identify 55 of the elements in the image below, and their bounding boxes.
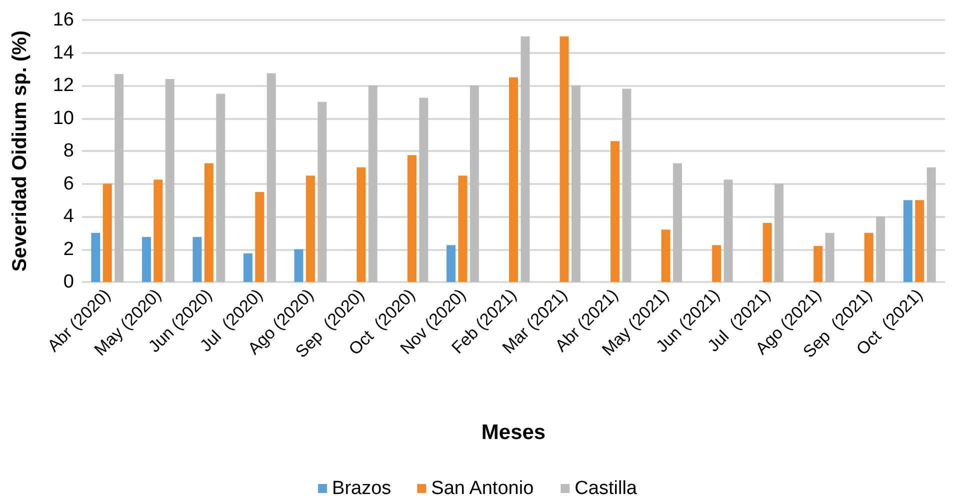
bar [774, 184, 784, 282]
bar [915, 200, 924, 282]
y-tick-label: 6 [63, 173, 74, 194]
bar [926, 167, 936, 282]
bar [407, 155, 416, 282]
bar [102, 184, 112, 282]
bar [470, 86, 479, 282]
bar [204, 163, 214, 282]
bar [571, 86, 580, 282]
y-tick-label: 14 [52, 42, 74, 64]
legend-label: San Antonio [431, 478, 534, 499]
bar [520, 36, 530, 282]
y-tick-label: 16 [52, 10, 74, 30]
bar [142, 236, 151, 282]
bar [724, 180, 733, 282]
bar [672, 163, 682, 282]
bar [610, 141, 620, 282]
y-axis-title: Severidad Oidium sp. (%) [9, 30, 31, 272]
y-tick-label: 12 [52, 75, 74, 96]
bar [509, 77, 518, 282]
legend-label: Castilla [574, 478, 638, 499]
bar [446, 245, 456, 282]
y-tick-label: 10 [52, 108, 74, 129]
bar [419, 98, 428, 282]
bar [560, 36, 569, 282]
legend-label: Brazos [332, 478, 392, 499]
y-tick-label: 4 [63, 206, 74, 227]
bar [622, 88, 632, 282]
y-tick-label: 8 [63, 140, 74, 162]
bar [192, 236, 202, 282]
bar [876, 216, 886, 282]
bar [266, 73, 276, 282]
bar [216, 94, 226, 282]
bar [458, 176, 468, 282]
x-axis-title: Meses [481, 421, 546, 444]
bar [661, 230, 670, 282]
bar [154, 180, 163, 282]
bar [91, 232, 100, 282]
bar [165, 78, 174, 282]
y-tick-label: 2 [63, 238, 74, 260]
bar [114, 74, 124, 282]
bar [903, 200, 912, 282]
bar [255, 192, 264, 282]
y-tick-label: 0 [63, 272, 74, 292]
bar [762, 223, 772, 282]
bar [864, 232, 874, 282]
bar [318, 102, 327, 282]
bar [825, 232, 834, 282]
bar [814, 246, 823, 282]
bar [712, 245, 722, 282]
bar [368, 86, 378, 282]
bar [306, 176, 315, 282]
bar [294, 249, 304, 282]
bar [243, 253, 252, 282]
bar [356, 167, 366, 282]
